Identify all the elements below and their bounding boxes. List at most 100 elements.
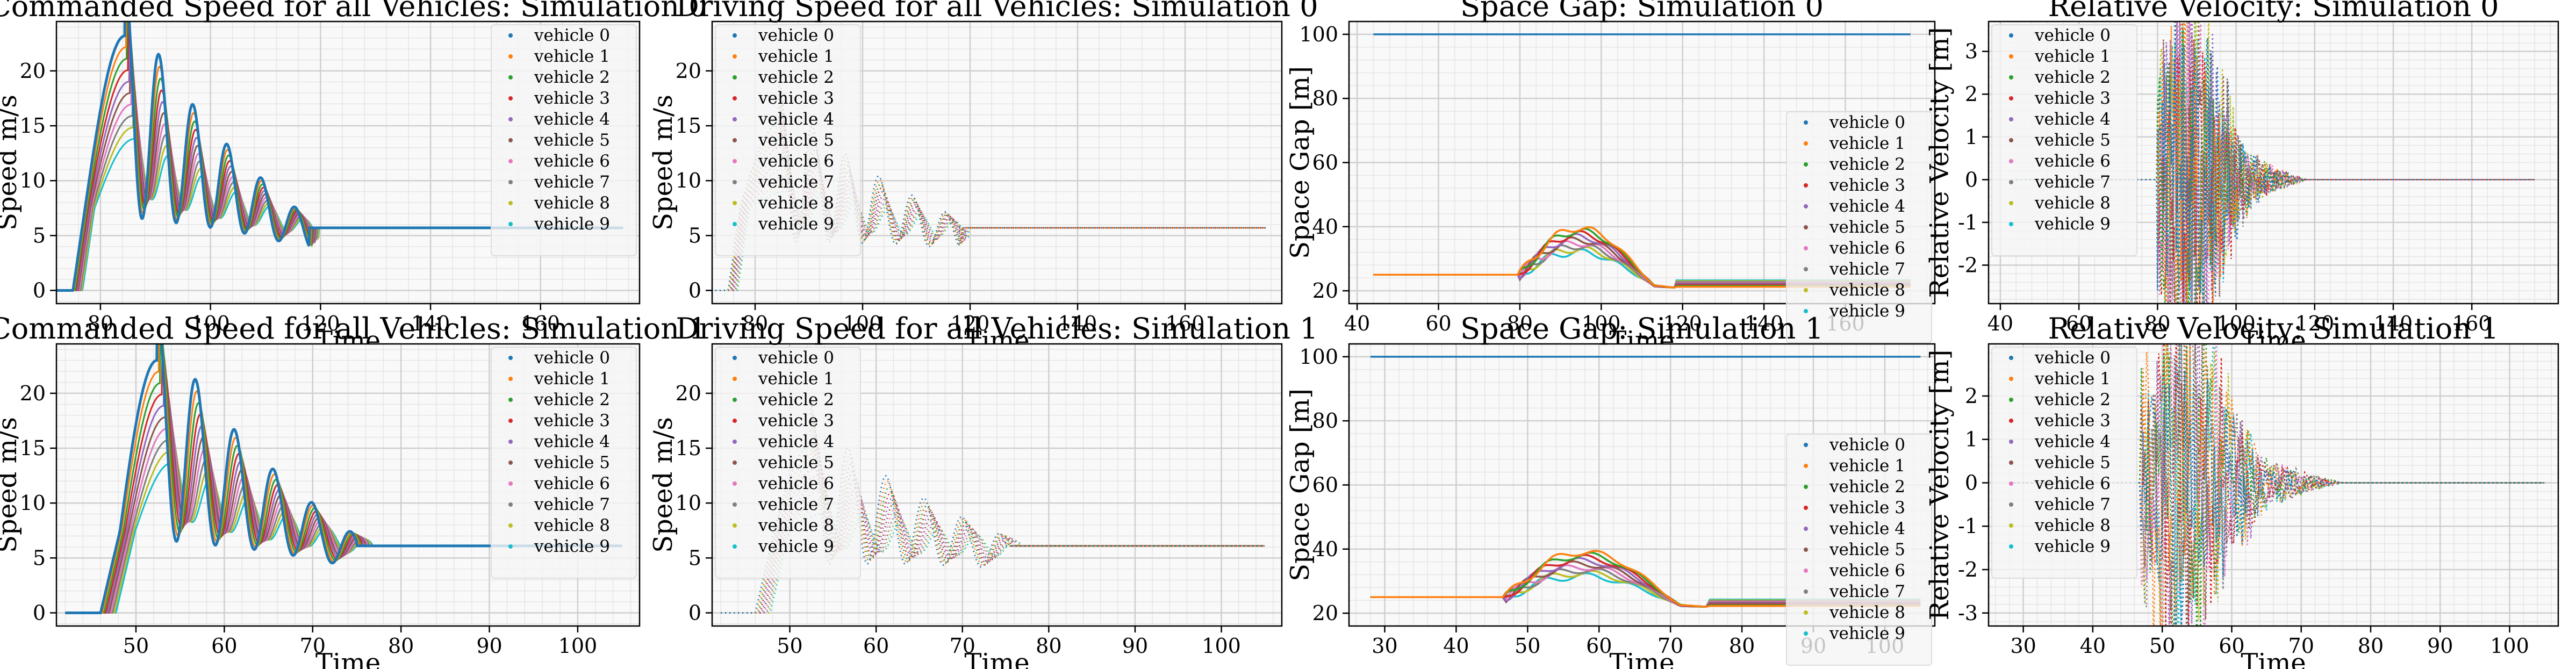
- legend-marker-vehicle-0: [733, 356, 737, 360]
- axes-frame: [1348, 20, 1936, 305]
- legend-marker-vehicle-2: [1804, 162, 1808, 167]
- legend-marker-vehicle-7: [1804, 589, 1808, 594]
- legend-label-vehicle-7: vehicle 7: [1829, 260, 1905, 279]
- x-tick-label: 100: [191, 312, 230, 335]
- legend-marker-vehicle-1: [508, 377, 513, 381]
- legend-marker-vehicle-1: [733, 54, 737, 59]
- legend-marker-vehicle-6: [1804, 569, 1808, 573]
- x-tick-label: 30: [2010, 634, 2036, 658]
- y-tick-label: 80: [1312, 409, 1338, 433]
- y-tick-label: 5: [688, 546, 701, 570]
- x-tick-label: 140: [411, 312, 450, 335]
- speed-points-vehicle-4: [721, 447, 1265, 614]
- legend-box: [491, 347, 637, 579]
- legend-marker-vehicle-8: [733, 523, 737, 528]
- x-tick-label: 120: [951, 312, 990, 335]
- legend-marker-vehicle-8: [733, 201, 737, 205]
- legend-marker-vehicle-2: [508, 75, 513, 80]
- legend-marker-vehicle-3: [1804, 506, 1808, 510]
- legend-label-vehicle-7: vehicle 7: [2034, 495, 2111, 514]
- legend-label-vehicle-3: vehicle 3: [758, 89, 834, 108]
- legend-marker-vehicle-9: [733, 222, 737, 226]
- legend-label-vehicle-4: vehicle 4: [534, 110, 610, 129]
- legend-label-vehicle-8: vehicle 8: [758, 193, 834, 213]
- legend-label-vehicle-8: vehicle 8: [758, 516, 834, 535]
- x-tick-label: 140: [1745, 312, 1784, 335]
- chart-panel-gap-sim-1: 3040506070809010020406080100vehicle 0veh…: [1285, 312, 1936, 669]
- legend-marker-vehicle-8: [2009, 523, 2013, 528]
- x-tick-label: 40: [1987, 312, 2013, 335]
- y-axis-label: Speed m/s: [0, 95, 23, 231]
- legend-label-vehicle-8: vehicle 8: [534, 193, 610, 213]
- x-tick-label: 60: [1425, 312, 1451, 335]
- legend-label-vehicle-6: vehicle 6: [758, 152, 834, 171]
- legend-marker-vehicle-1: [1804, 464, 1808, 468]
- series-vehicle-0: [2009, 370, 2545, 626]
- legend-marker-vehicle-3: [508, 419, 513, 423]
- legend-label-vehicle-0: vehicle 0: [758, 26, 834, 45]
- legend-label-vehicle-6: vehicle 6: [1829, 239, 1905, 258]
- x-tick-label: 80: [1036, 634, 1061, 658]
- legend-label-vehicle-0: vehicle 0: [2034, 26, 2111, 45]
- x-tick-label: 90: [1122, 634, 1148, 658]
- legend-marker-vehicle-6: [1804, 246, 1808, 250]
- legend-label-vehicle-8: vehicle 8: [2034, 516, 2111, 535]
- x-tick-label: 40: [1443, 634, 1469, 658]
- legend-marker-vehicle-8: [508, 523, 513, 528]
- legend-marker-vehicle-9: [1804, 309, 1808, 313]
- x-tick-label: 120: [2295, 312, 2334, 335]
- legend-label-vehicle-6: vehicle 6: [534, 474, 610, 493]
- legend-label-vehicle-4: vehicle 4: [758, 110, 834, 129]
- chart-title: Space Gap: Simulation 0: [1460, 0, 1824, 23]
- y-tick-label: 15: [676, 436, 701, 460]
- series-vehicle-3: [712, 113, 1266, 291]
- legend-marker-vehicle-5: [1804, 225, 1808, 229]
- y-tick-label: 100: [1299, 23, 1338, 46]
- x-tick-label: 80: [2144, 312, 2170, 335]
- y-tick-label: 0: [1965, 168, 1978, 191]
- y-tick-label: 60: [1312, 473, 1338, 497]
- x-tick-label: 120: [301, 312, 340, 335]
- axes-frame: [1348, 343, 1936, 627]
- legend-label-vehicle-9: vehicle 9: [758, 214, 834, 234]
- speed-points-vehicle-6: [721, 468, 1265, 614]
- legend-marker-vehicle-1: [733, 377, 737, 381]
- legend-box: [1991, 24, 2137, 256]
- legend-label-vehicle-1: vehicle 1: [758, 369, 834, 389]
- x-tick-label: 60: [1586, 634, 1612, 658]
- legend-marker-vehicle-0: [1804, 120, 1808, 125]
- legend-label-vehicle-1: vehicle 1: [2034, 369, 2111, 389]
- x-tick-label: 60: [211, 634, 237, 658]
- legend-label-vehicle-7: vehicle 7: [534, 172, 610, 192]
- legend-marker-vehicle-1: [508, 54, 513, 59]
- legend-label-vehicle-5: vehicle 5: [758, 453, 834, 472]
- x-tick-label: 70: [1657, 634, 1683, 658]
- y-axis-label: Speed m/s: [0, 417, 23, 553]
- legend-marker-vehicle-5: [733, 461, 737, 465]
- legend-label-vehicle-3: vehicle 3: [2034, 411, 2111, 430]
- y-tick-label: 15: [20, 114, 46, 138]
- x-tick-label: 100: [1582, 312, 1621, 335]
- legend-marker-vehicle-9: [508, 544, 513, 549]
- legend-marker-vehicle-0: [1804, 443, 1808, 447]
- legend-label-vehicle-5: vehicle 5: [2034, 453, 2111, 472]
- legend-label-vehicle-0: vehicle 0: [2034, 348, 2111, 368]
- y-tick-label: 10: [20, 169, 46, 192]
- y-tick-label: 0: [33, 601, 46, 624]
- legend-label-vehicle-0: vehicle 0: [758, 348, 834, 368]
- legend-marker-vehicle-3: [733, 96, 737, 100]
- x-tick-label: 70: [300, 634, 326, 658]
- x-tick-label: 50: [2149, 634, 2175, 658]
- y-tick-label: 0: [688, 601, 701, 624]
- y-axis-label: Speed m/s: [648, 417, 678, 553]
- legend-marker-vehicle-9: [733, 544, 737, 549]
- y-tick-label: 20: [1312, 279, 1338, 303]
- legend-box: [715, 347, 861, 579]
- legend-marker-vehicle-5: [1804, 548, 1808, 552]
